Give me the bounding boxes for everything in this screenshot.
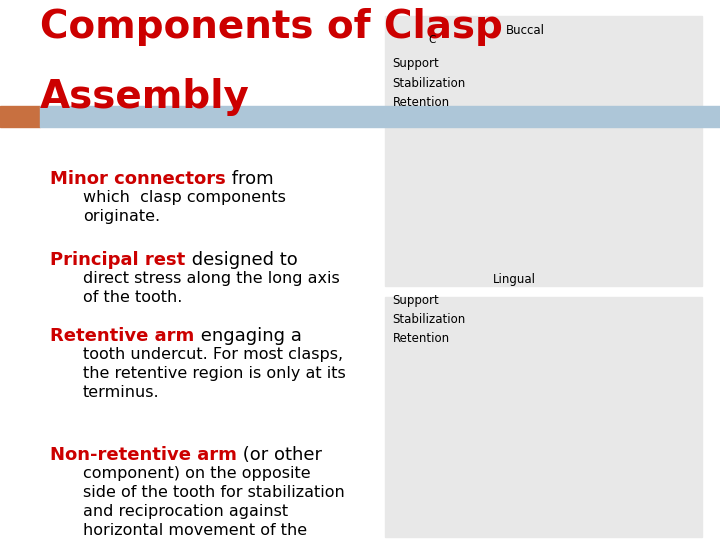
Text: tooth undercut. For most clasps,
the retentive region is only at its
terminus.: tooth undercut. For most clasps, the ret… [83,347,346,400]
Text: Principal rest: Principal rest [50,251,186,269]
Bar [385,297,702,537]
Text: C: C [428,35,436,45]
Text: direct stress along the long axis
of the tooth.: direct stress along the long axis of the… [83,271,340,306]
Bar [0,106,40,127]
Text: Support: Support [392,57,439,70]
Text: Lingual: Lingual [493,273,536,286]
Text: Stabilization: Stabilization [392,313,466,326]
Text: Retentive arm: Retentive arm [50,327,194,345]
Text: Retention: Retention [392,332,449,345]
Text: Components of Clasp: Components of Clasp [40,8,503,46]
Text: designed to: designed to [186,251,297,269]
Bar [40,106,720,127]
Bar [385,16,702,286]
Text: engaging a: engaging a [194,327,302,345]
Text: which  clasp components
originate.: which clasp components originate. [83,190,286,225]
Text: Stabilization: Stabilization [392,77,466,90]
Text: Buccal: Buccal [506,24,545,37]
Text: (or other: (or other [238,446,323,463]
Text: Support: Support [392,294,439,307]
Text: from: from [226,170,274,188]
Text: Non-retentive arm: Non-retentive arm [50,446,238,463]
Text: Retention: Retention [392,96,449,109]
Text: component) on the opposite
side of the tooth for stabilization
and reciprocation: component) on the opposite side of the t… [83,465,345,540]
Text: Assembly: Assembly [40,78,249,116]
Text: Minor connectors: Minor connectors [50,170,226,188]
